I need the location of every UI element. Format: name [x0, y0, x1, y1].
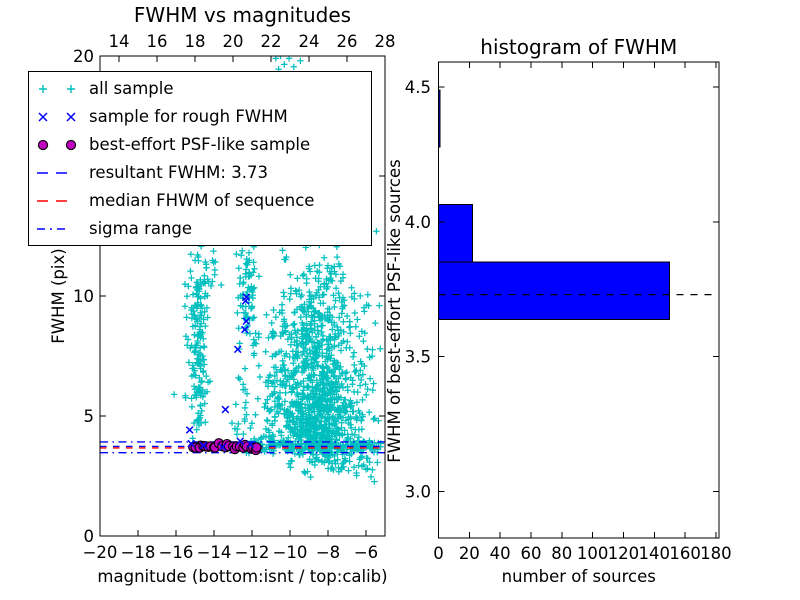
histogram-bar	[438, 261, 671, 320]
dashed-legend-marker-icon	[37, 172, 69, 174]
dashdot-legend-marker-icon	[37, 228, 69, 230]
tick-label: 40	[490, 544, 511, 563]
tick-label: 4.5	[405, 78, 431, 97]
tick-label: 20	[73, 47, 94, 66]
legend-entry-label: sample for rough FWHM	[89, 106, 288, 126]
tick-label: 18	[185, 32, 206, 51]
tick-label: −8	[316, 543, 340, 562]
legend-entry-label: best-effort PSF-like sample	[89, 134, 311, 154]
legend-entry-label: sigma range	[89, 218, 193, 238]
histogram-frame	[438, 61, 720, 539]
plus-legend-marker-icon	[39, 85, 75, 93]
histogram-area	[438, 89, 719, 320]
x-legend-marker-icon	[38, 112, 76, 122]
tick-label: −10	[273, 543, 308, 562]
histogram-bar	[438, 204, 473, 263]
legend-entry-label: median FHWM of sequence	[89, 190, 315, 210]
left-plot-area	[100, 56, 385, 485]
tick-label: 80	[551, 544, 572, 563]
tick-label: 100	[577, 544, 609, 563]
tick-label: 24	[299, 32, 320, 51]
tick-label: 22	[261, 32, 282, 51]
tick-label: −12	[235, 543, 270, 562]
histogram-ticks: 0 20 40 60 80 100 120 140 160 180 3.0 3.5 4.0 4.5	[405, 62, 732, 563]
legend-entry: all sample	[35, 75, 371, 103]
right-yaxis-label: FWHM of best-effort PSF-like sources	[385, 159, 404, 462]
legend-box: all sample sample for rough FWHM best-effo…	[28, 71, 372, 246]
legend-entry-label: all sample	[89, 78, 174, 98]
legend-entry: resultant FWHM: 3.73	[35, 159, 371, 187]
tick-label: −14	[197, 543, 232, 562]
tick-label: −16	[159, 543, 194, 562]
left-yaxis-label: FWHM (pix)	[49, 248, 68, 343]
all-sample-points	[170, 56, 384, 485]
tick-label: 26	[337, 32, 358, 51]
tick-label: 0	[433, 544, 444, 563]
legend-entry: sample for rough FWHM	[35, 103, 371, 131]
tick-label: 180	[700, 544, 732, 563]
tick-label: 5	[84, 407, 95, 426]
right-xaxis-label: number of sources	[502, 567, 656, 586]
tick-label: 14	[109, 32, 130, 51]
tick-label: 20	[459, 544, 480, 563]
left-plot-title: FWHM vs magnitudes	[134, 3, 351, 27]
right-plot-title: histogram of FWHM	[480, 35, 677, 59]
tick-label: 140	[639, 544, 671, 563]
circle-legend-marker-icon	[37, 139, 77, 151]
dashed-legend-marker-icon	[37, 200, 69, 202]
legend-entry: sigma range	[35, 215, 371, 243]
tick-label: 10	[73, 287, 94, 306]
tick-label: −18	[121, 543, 156, 562]
tick-label: 0	[84, 527, 95, 546]
tick-label: 3.5	[405, 348, 431, 367]
tick-label: −20	[83, 543, 118, 562]
legend-entry: best-effort PSF-like sample	[35, 131, 371, 159]
rough-sample-points	[185, 293, 255, 452]
tick-label: 28	[375, 32, 396, 51]
tick-label: 60	[520, 544, 541, 563]
tick-label: 20	[223, 32, 244, 51]
left-xaxis-label: magnitude (bottom:isnt / top:calib)	[97, 567, 387, 586]
tick-label: 160	[669, 544, 701, 563]
legend-entry: median FHWM of sequence	[35, 187, 371, 215]
tick-label: 16	[147, 32, 168, 51]
tick-label: 4.0	[405, 213, 431, 232]
tick-label: −6	[354, 543, 378, 562]
tick-label: 3.0	[405, 482, 431, 501]
legend-entry-label: resultant FWHM: 3.73	[89, 162, 268, 182]
tick-label: 120	[608, 544, 640, 563]
